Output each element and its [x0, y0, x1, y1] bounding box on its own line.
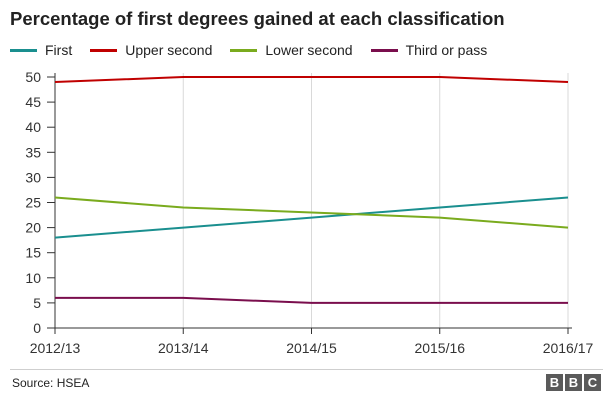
bbc-logo-letter: C [584, 374, 601, 391]
y-tick-label: 10 [25, 270, 41, 286]
legend-item-third-or-pass: Third or pass [370, 42, 488, 58]
footer-divider [10, 369, 603, 370]
y-tick-label: 45 [25, 94, 41, 110]
bbc-logo-letter: B [565, 374, 582, 391]
chart-title: Percentage of first degrees gained at ea… [10, 8, 505, 29]
x-tick-label: 2012/13 [30, 340, 81, 356]
source-note: Source: HSEA [12, 376, 90, 390]
y-tick-label: 0 [33, 320, 41, 336]
legend-swatch-upper-second [90, 48, 118, 52]
y-tick-label: 30 [25, 169, 41, 185]
legend-item-lower-second: Lower second [230, 42, 353, 58]
x-tick-label: 2015/16 [414, 340, 465, 356]
legend-label-lower-second: Lower second [265, 42, 353, 58]
legend-item-first: First [10, 42, 72, 58]
bbc-logo: B B C [546, 374, 601, 391]
y-tick-label: 35 [25, 144, 41, 160]
y-tick-label: 5 [33, 295, 41, 311]
legend-item-upper-second: Upper second [90, 42, 212, 58]
series-line-lower-second [54, 196, 569, 229]
series-line-third-or-pass [55, 296, 568, 304]
legend-swatch-first [10, 48, 37, 52]
legend: First Upper second Lower second Third or… [10, 40, 505, 60]
legend-swatch-lower-second [230, 48, 258, 52]
series-line-first [54, 196, 569, 239]
y-tick-label: 50 [25, 69, 41, 85]
y-tick-label: 25 [25, 195, 41, 211]
x-tick-label: 2013/14 [158, 340, 209, 356]
legend-swatch-third-or-pass [370, 48, 398, 52]
line-chart: 0 5 10 15 20 25 30 35 40 45 50 2012/13 2013/14 2014/1… [25, 69, 594, 356]
y-tick-label: 15 [25, 245, 41, 261]
legend-label-third-or-pass: Third or pass [405, 42, 488, 58]
y-tick-label: 20 [25, 220, 41, 236]
bbc-logo-letter: B [546, 374, 563, 391]
legend-label-first: First [45, 42, 73, 58]
legend-label-upper-second: Upper second [125, 42, 213, 58]
x-tick-label: 2014/15 [286, 340, 337, 356]
y-tick-label: 40 [25, 119, 41, 135]
series-line-upper-second [54, 76, 569, 83]
x-tick-label: 2016/17 [543, 340, 594, 356]
